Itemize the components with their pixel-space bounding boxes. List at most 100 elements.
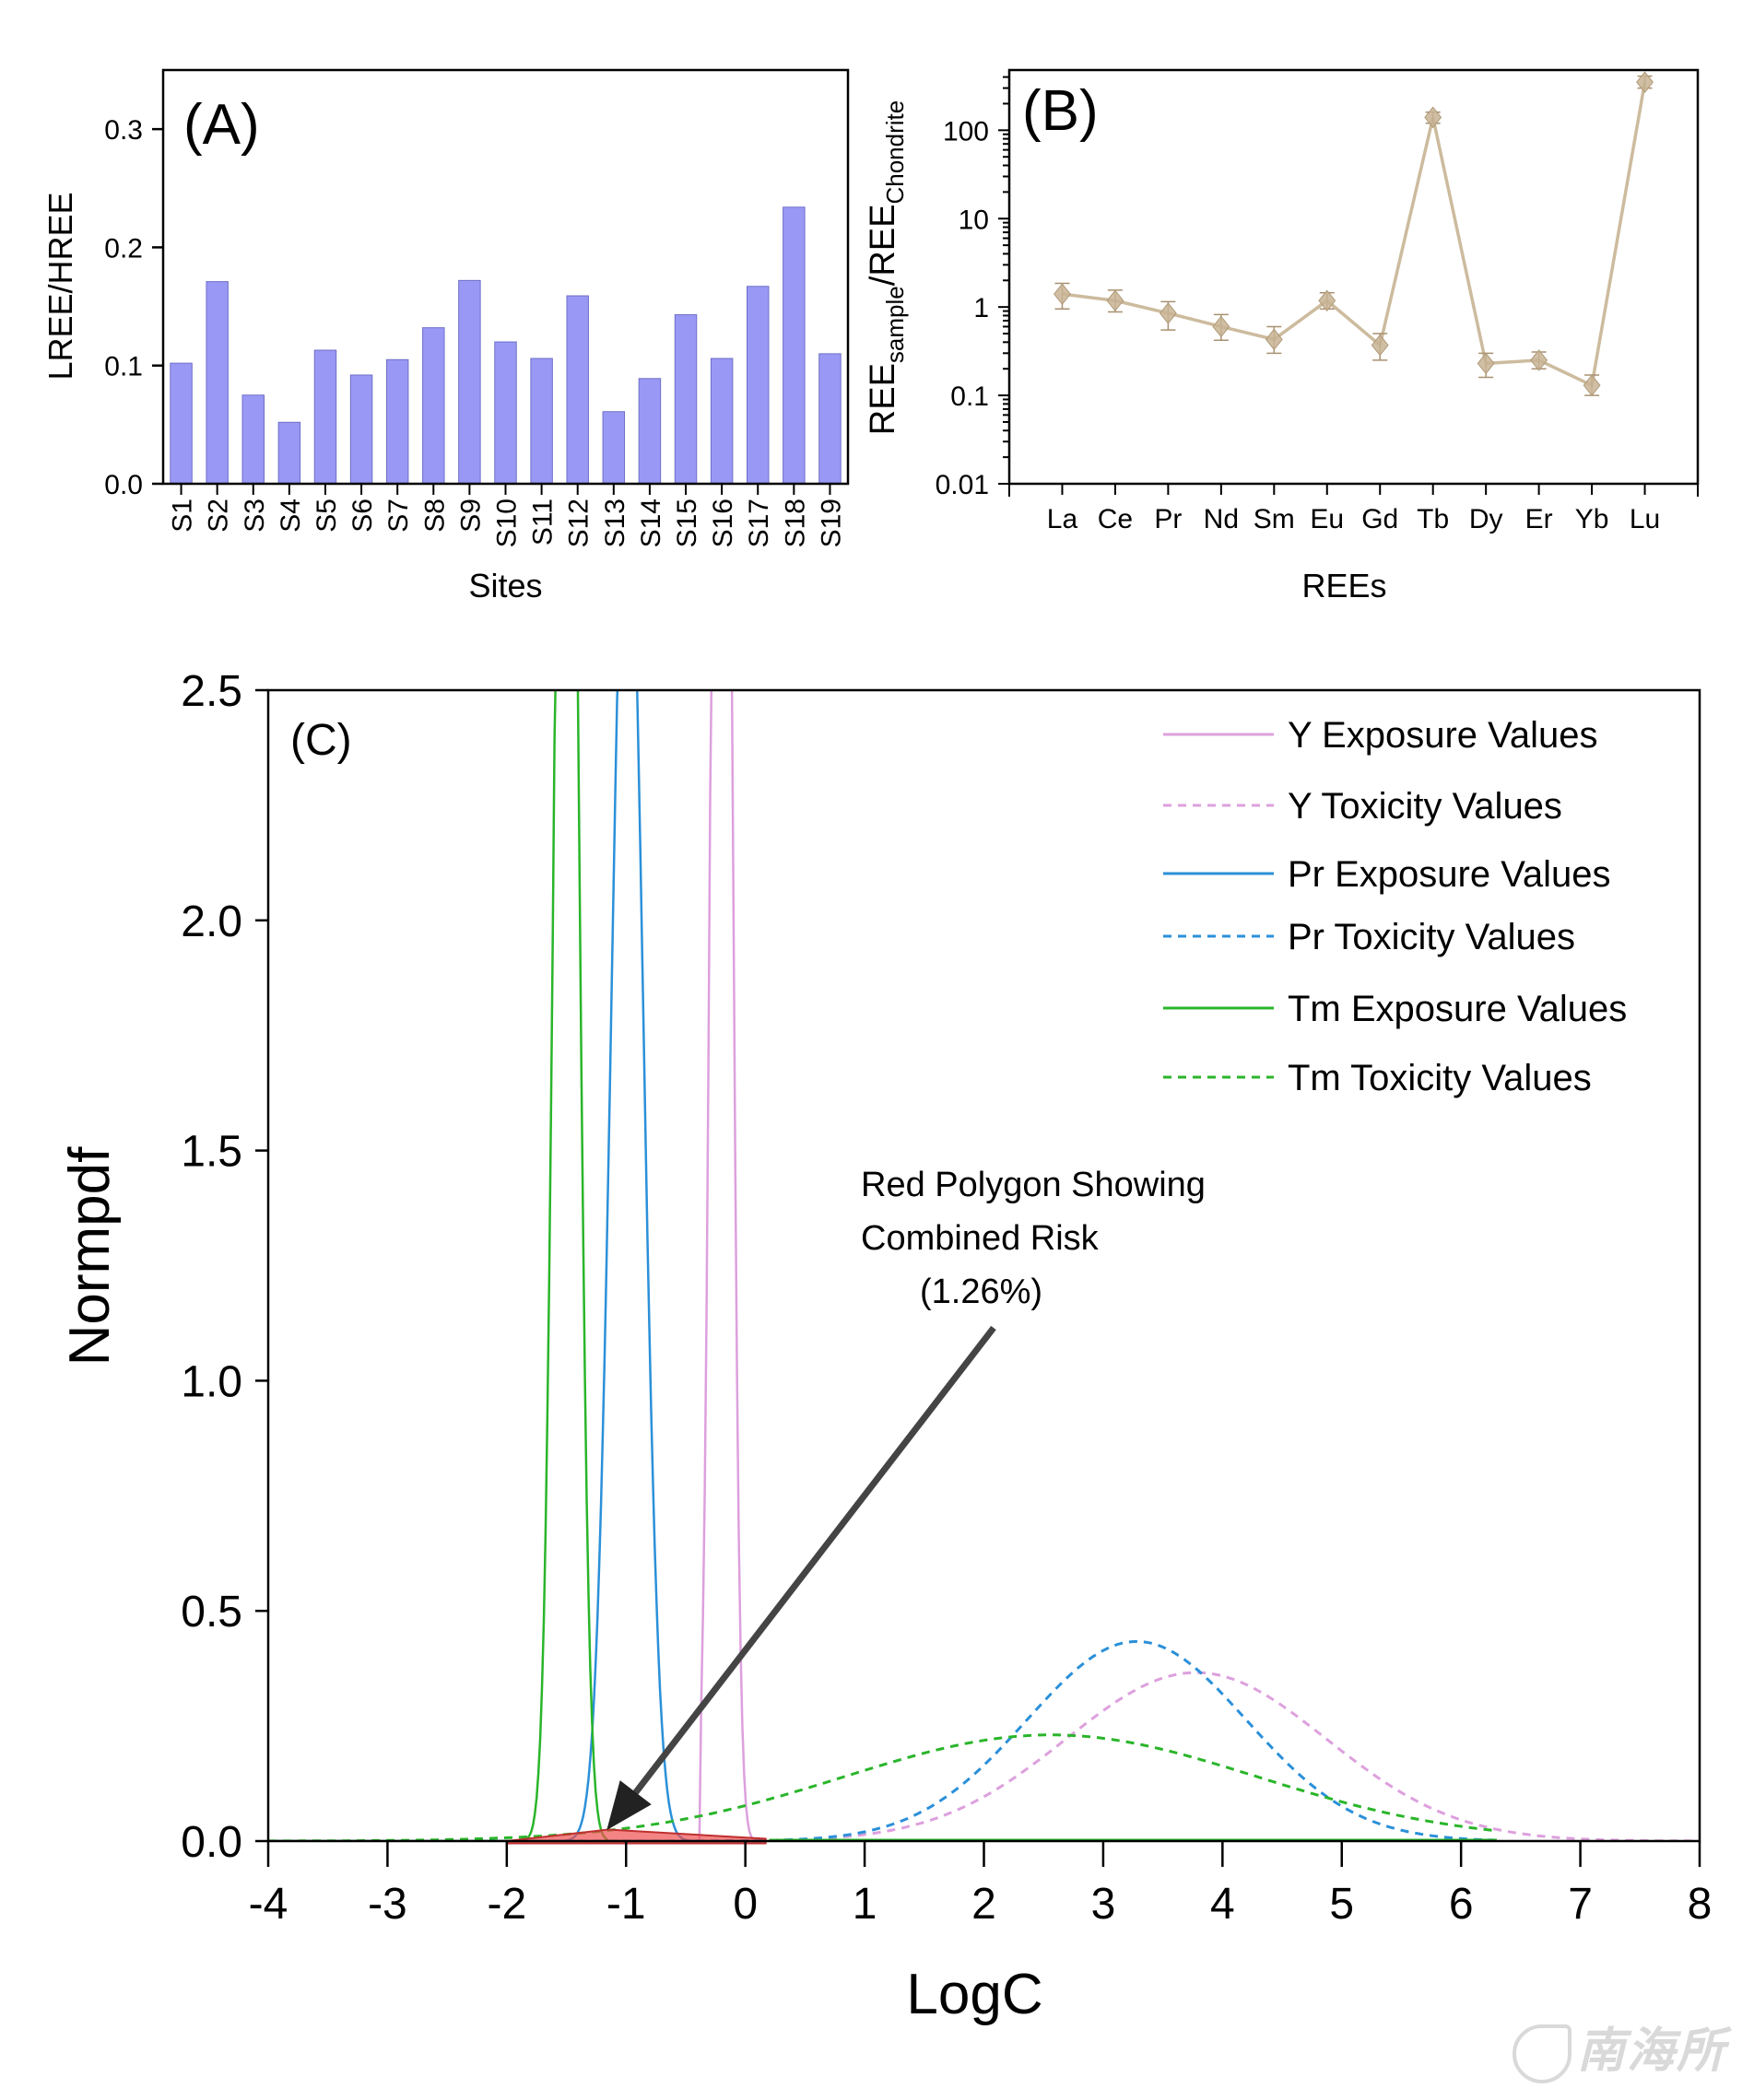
diamond-marker (1424, 106, 1442, 129)
x-tick-label: 7 (1568, 1880, 1593, 1929)
x-tick-label-eu: Eu (1310, 504, 1344, 534)
panel-c-legend: Y Exposure Values Y Toxicity Values Pr Exp… (1163, 715, 1627, 1098)
diamond-marker (1371, 334, 1389, 357)
panel-b-y-axis-title: REEsample/REEChondrite (864, 100, 909, 435)
series-tm-exposure (268, 690, 619, 1841)
x-tick-label: S18 (780, 499, 810, 547)
data-point-tb (1424, 106, 1442, 129)
x-tick-label-dy: Dy (1469, 504, 1503, 534)
bar-s10 (494, 341, 517, 485)
ylabel-mid: /REE (864, 205, 902, 287)
x-tick-label: S16 (708, 499, 738, 547)
x-tick-label: 4 (1210, 1880, 1235, 1929)
combined-risk-annotation: Red Polygon Showing Combined Risk (1.26%… (606, 1166, 1206, 1831)
y-tick-label: 10 (959, 205, 989, 235)
bar-s1 (170, 362, 193, 485)
panel-b-x-axis-title: REEs (1301, 567, 1386, 604)
data-point-er (1530, 349, 1548, 371)
legend-item-pr-exposure: Pr Exposure Values (1163, 854, 1611, 895)
y-tick-label: 0.2 (104, 233, 143, 264)
panel-c-label: (C) (290, 716, 352, 765)
x-tick-label-lu: Lu (1630, 504, 1660, 534)
y-tick-label: 0.5 (181, 1588, 242, 1637)
panel-b-series (1054, 71, 1654, 396)
panel-b-y-axis: 0.01 0.1 1 10 100 (936, 76, 1009, 500)
panel-b-label: (B) (1022, 79, 1099, 143)
y-tick-label: 1.5 (181, 1128, 242, 1177)
panel-a-y-axis-title: LREE/HREE (41, 192, 79, 380)
bar-s12 (566, 295, 589, 485)
legend-item-y-exposure: Y Exposure Values (1163, 715, 1598, 756)
diamond-marker (1212, 315, 1230, 338)
panel-a-chart: 0.0 0.1 0.2 0.3 S1 S2 S3 S4 S5 S6 S7 S8 S9 S10 S11 S12… (41, 68, 850, 604)
x-tick-label: 2 (971, 1880, 996, 1929)
x-tick-label: S17 (744, 499, 774, 547)
data-point-lu (1636, 71, 1654, 93)
bar-s13 (602, 411, 626, 485)
y-tick-label: 2.0 (181, 897, 242, 946)
diamond-marker (1583, 374, 1601, 396)
data-point-ce (1106, 289, 1124, 313)
panel-a-x-axis-title: Sites (468, 567, 542, 604)
x-tick-label: S12 (564, 499, 594, 547)
data-point-dy (1477, 352, 1495, 379)
panel-b-x-axis: La Ce Pr Nd Sm Eu Gd Tb Dy Er Yb Lu (1008, 484, 1699, 534)
x-tick-label-ce: Ce (1098, 504, 1133, 534)
x-tick-label: S8 (419, 499, 450, 533)
bar-s11 (530, 358, 553, 485)
diamond-marker (1265, 328, 1283, 351)
x-tick-label-gd: Gd (1361, 504, 1398, 534)
y-tick-label: 0.3 (104, 115, 143, 146)
legend-item-tm-toxicity: Tm Toxicity Values (1163, 1058, 1592, 1098)
x-tick-label: -1 (606, 1880, 646, 1929)
x-tick-label: S6 (347, 499, 378, 533)
data-point-nd (1212, 313, 1230, 342)
ylabel-main: REE (864, 363, 902, 435)
legend-label: Tm Exposure Values (1288, 989, 1627, 1029)
series-pr-toxicity (268, 1639, 1495, 1841)
x-tick-label: S1 (168, 499, 198, 533)
x-tick-label: S2 (204, 499, 234, 533)
x-tick-label: S11 (528, 499, 559, 546)
bar-s3 (241, 394, 265, 485)
data-point-sm (1265, 325, 1283, 355)
diamond-marker (1106, 289, 1124, 312)
x-tick-label: S5 (312, 499, 342, 533)
panel-c-y-axis-title: Normpdf (58, 1146, 122, 1367)
diamond-marker (1318, 289, 1336, 312)
x-tick-label-sm: Sm (1254, 504, 1295, 534)
y-tick-label: 100 (943, 116, 989, 147)
panel-a-label: (A) (183, 93, 260, 157)
bar-s5 (313, 349, 337, 485)
y-tick-label: 0.01 (936, 470, 989, 500)
annotation-line-1: Red Polygon Showing (861, 1166, 1206, 1204)
series-tm-toxicity (268, 1733, 1495, 1841)
x-tick-label-la: La (1047, 504, 1078, 534)
legend-item-tm-exposure: Tm Exposure Values (1163, 989, 1627, 1029)
x-tick-label-pr: Pr (1154, 504, 1182, 534)
legend-item-y-toxicity: Y Toxicity Values (1163, 786, 1562, 827)
x-tick-label: -3 (368, 1880, 407, 1929)
panel-a-y-axis: 0.0 0.1 0.2 0.3 (104, 115, 163, 500)
bar-s9 (458, 279, 481, 485)
series-y-toxicity (268, 1671, 1700, 1841)
y-tick-label: 0.0 (181, 1818, 242, 1867)
x-tick-label: S9 (455, 499, 486, 533)
x-tick-label-tb: Tb (1417, 504, 1449, 534)
y-tick-label: 1 (973, 293, 989, 323)
annotation-line-2: Combined Risk (861, 1219, 1100, 1258)
bar-s14 (638, 378, 662, 485)
bar-s18 (783, 206, 806, 485)
y-tick-label: 0.1 (950, 381, 989, 412)
bar-s17 (747, 286, 770, 485)
diamond-marker (1054, 283, 1071, 305)
watermark-text: 南海所 (1576, 2024, 1726, 2079)
legend-label: Pr Toxicity Values (1288, 917, 1575, 957)
ylabel-sub-sample: sample (881, 286, 909, 363)
bar-s2 (206, 281, 229, 485)
bar-s19 (818, 353, 842, 485)
y-tick-label: 0.0 (104, 470, 143, 500)
legend-label: Y Toxicity Values (1288, 786, 1562, 827)
x-tick-label: -2 (487, 1880, 526, 1929)
